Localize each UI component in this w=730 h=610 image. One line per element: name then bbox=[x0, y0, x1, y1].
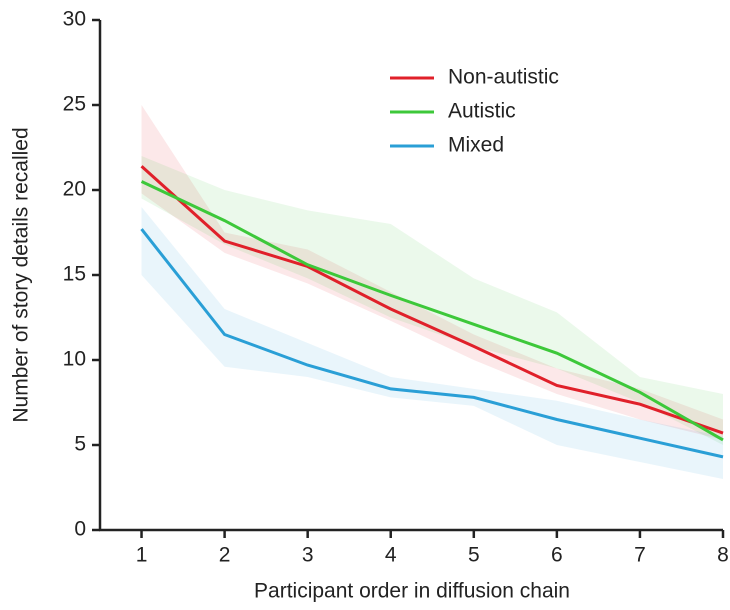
legend-label: Autistic bbox=[448, 100, 516, 123]
line bbox=[140, 180, 724, 442]
y-tick-label: 20 bbox=[63, 178, 86, 201]
y-tick-label: 15 bbox=[63, 263, 86, 286]
x-axis-title: Participant order in diffusion chain bbox=[254, 580, 570, 603]
confidence-band bbox=[141, 156, 724, 445]
x-tick-label: 2 bbox=[219, 544, 231, 567]
x-tick-label: 3 bbox=[302, 544, 314, 567]
confidence-band bbox=[141, 207, 724, 479]
legend-label: Non-autistic bbox=[448, 66, 559, 89]
x-tick-label: 8 bbox=[717, 544, 729, 567]
legend-label: Mixed bbox=[448, 134, 504, 157]
y-axis-title: Number of story details recalled bbox=[10, 127, 33, 422]
y-tick-label: 0 bbox=[74, 518, 86, 541]
line bbox=[140, 228, 724, 459]
y-tick-label: 25 bbox=[63, 93, 86, 116]
x-tick-label: 6 bbox=[551, 544, 563, 567]
y-tick-label: 10 bbox=[63, 348, 86, 371]
y-tick-label: 5 bbox=[74, 433, 86, 456]
x-tick-label: 4 bbox=[385, 544, 397, 567]
line bbox=[140, 165, 724, 435]
y-tick-label: 30 bbox=[63, 8, 86, 31]
x-tick-label: 5 bbox=[468, 544, 480, 567]
x-tick-label: 1 bbox=[136, 544, 148, 567]
x-tick-label: 7 bbox=[634, 544, 646, 567]
